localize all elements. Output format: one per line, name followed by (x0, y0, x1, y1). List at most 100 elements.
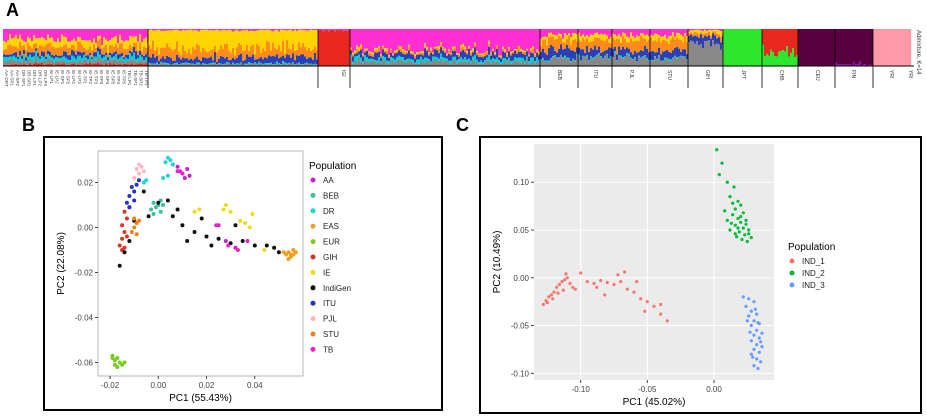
admixture-bar-segment (570, 29, 573, 38)
admixture-bar-segment (129, 29, 132, 37)
admixture-bar-segment (658, 56, 661, 66)
admixture-bar-segment (65, 37, 68, 45)
admixture-bar-segment (160, 30, 163, 48)
admixture-bar-segment (837, 29, 840, 64)
admixture-bar-segment (424, 57, 427, 63)
admixture-bar-segment (710, 35, 713, 39)
b-point-indigen (127, 239, 132, 243)
admixture-bar-segment (658, 29, 661, 36)
admixture-bar-segment (492, 60, 495, 66)
admixture-bar-segment (646, 34, 649, 42)
admixture-bar-segment (652, 35, 655, 42)
admixture-bar-segment (500, 57, 503, 59)
admixture-bar-segment (13, 60, 16, 65)
admixture-bar-segment (548, 61, 551, 66)
admixture-bar-segment (478, 56, 481, 63)
admixture-bar-segment (170, 49, 173, 59)
admixture-bar-segment (208, 57, 211, 64)
admixture-bar-segment (103, 29, 106, 37)
admixture-bar-segment (57, 63, 60, 66)
admixture-bar-segment (194, 49, 197, 59)
admixture-bar-segment (314, 64, 317, 66)
admixture-bar-segment (468, 58, 471, 61)
admixture-bar-segment (388, 29, 391, 56)
admixture-bar-segment (466, 29, 469, 51)
admixture-bar-segment (360, 49, 363, 58)
admixture-bar-segment (228, 29, 231, 30)
admixture-bar-segment (306, 30, 309, 50)
admixture-bar-segment (536, 52, 539, 58)
admixture-bar-segment (845, 29, 848, 64)
admixture-bar-segment (386, 50, 389, 54)
admixture-bar-segment (330, 29, 333, 66)
admixture-bar-segment (670, 29, 673, 36)
c-point-ind_1 (545, 301, 549, 305)
b-x-tick-label: 0.04 (247, 381, 263, 390)
admixture-bar-segment (566, 39, 569, 45)
admixture-bar-segment (362, 61, 365, 64)
b-point-eas (281, 250, 286, 255)
admixture-bar-segment (300, 29, 303, 48)
admixture-bar-segment (656, 29, 659, 35)
admixture-bar-segment (438, 29, 441, 46)
admixture-bar-segment (99, 64, 102, 66)
admixture-bar-segment (190, 63, 193, 65)
admixture-bar-segment (480, 53, 483, 55)
admixture-bar-segment (424, 62, 427, 66)
admixture-bar-segment (766, 29, 769, 54)
admixture-bar-segment (190, 29, 193, 55)
admixture-bar-segment (119, 29, 122, 35)
admixture-bar-segment (214, 45, 217, 53)
admixture-bar-segment (676, 32, 679, 38)
admixture-small-label: IE-TP2 (88, 70, 93, 85)
admixture-bar-segment (356, 49, 359, 54)
admixture-bar-segment (712, 29, 715, 31)
admixture-bar-segment (43, 52, 46, 57)
admixture-bar-segment (226, 57, 229, 63)
admixture-bar-segment (692, 29, 695, 31)
admixture-bar-segment (61, 47, 64, 56)
c-point-ind_2 (733, 207, 737, 211)
admixture-bar-segment (768, 55, 771, 66)
admixture-bar-segment (131, 56, 134, 61)
admixture-bar-segment (358, 29, 361, 48)
admixture-bar-segment (304, 30, 307, 48)
admixture-bar-segment (406, 51, 409, 52)
admixture-bar-segment (410, 54, 413, 60)
admixture-bar-segment (674, 47, 677, 56)
b-point-stu (132, 225, 137, 230)
admixture-bar-segment (9, 56, 12, 60)
c-legend-label: IND_3 (802, 281, 825, 290)
b-y-tick-label: 0.00 (77, 224, 93, 233)
admixture-bar-segment (614, 46, 617, 52)
admixture-bar-segment (670, 61, 673, 66)
admixture-bar-segment (764, 56, 767, 66)
admixture-bar-segment (35, 38, 38, 44)
b-point-stu (137, 218, 141, 223)
admixture-bar-segment (650, 60, 653, 62)
b-point-aa (185, 167, 190, 171)
admixture-bar-segment (154, 63, 157, 65)
admixture-bar-segment (380, 29, 383, 55)
admixture-bar-segment (356, 62, 359, 66)
admixture-bar-segment (560, 29, 563, 34)
admixture-bar-segment (634, 51, 637, 58)
admixture-small-label: IE-SP4 (105, 70, 110, 85)
admixture-bar-segment (446, 55, 449, 59)
c-point-ind_1 (652, 304, 656, 308)
admixture-bar-segment (292, 44, 295, 54)
admixture-bar-segment (292, 62, 295, 66)
admixture-bar-segment (137, 50, 140, 56)
admixture-bar-segment (652, 60, 655, 61)
b-legend-label: ITU (323, 299, 336, 308)
admixture-bar-segment (55, 42, 58, 49)
admixture-bar-segment (462, 29, 465, 44)
admixture-bar-segment (55, 64, 58, 66)
admixture-bar-segment (125, 49, 128, 56)
admixture-bar-segment (137, 58, 140, 62)
admixture-bar-segment (127, 29, 130, 41)
admixture-bar-segment (166, 29, 169, 31)
admixture-bar-segment (614, 52, 617, 66)
c-point-ind_1 (564, 272, 568, 276)
admixture-bar-segment (492, 51, 495, 59)
